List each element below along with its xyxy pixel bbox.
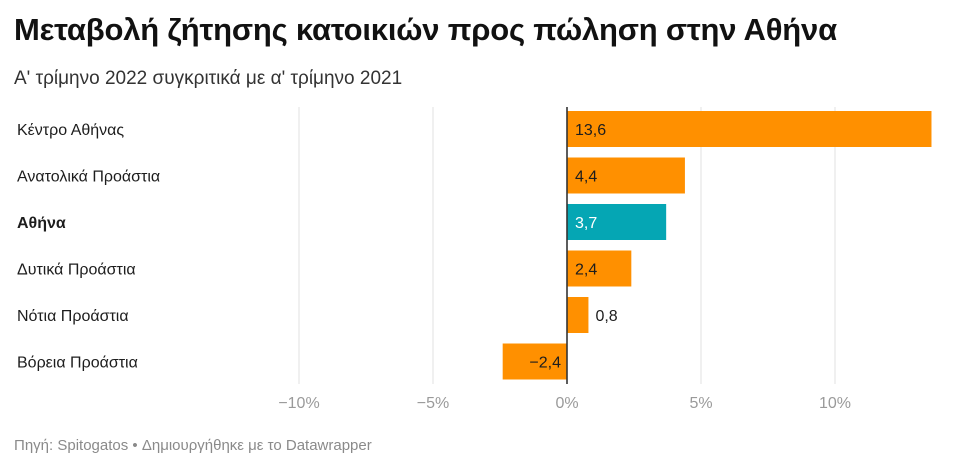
bar xyxy=(567,204,667,240)
bar xyxy=(567,297,589,333)
category-label: Δυτικά Προάστια xyxy=(17,262,136,279)
bars xyxy=(502,111,932,380)
category-label: Αθήνα xyxy=(17,215,66,232)
gridlines xyxy=(298,107,836,384)
x-tick-label: −10% xyxy=(278,395,319,412)
footer-separator: • xyxy=(128,437,142,454)
category-label: Βόρεια Προάστια xyxy=(17,355,138,372)
chart-subtitle: Α' τρίμηνο 2022 συγκριτικά με α' τρίμηνο… xyxy=(14,68,403,89)
category-label: Κέντρο Αθήνας xyxy=(17,122,124,139)
x-axis-tick-labels: −10% −5% 0% 5% 10% xyxy=(278,395,851,412)
chart-title: Μεταβολή ζήτησης κατοικιών προς πώληση σ… xyxy=(14,12,837,47)
x-tick-label: −5% xyxy=(417,395,449,412)
chart-footer: Πηγή: Spitogatos • Δημιουργήθηκε με το D… xyxy=(14,437,372,454)
x-tick-label: 5% xyxy=(689,395,712,412)
x-tick-label: 10% xyxy=(819,395,851,412)
value-label: 0,8 xyxy=(595,308,617,325)
value-labels: 13,6 4,4 3,7 2,4 0,8 −2,4 xyxy=(529,122,617,372)
value-label: 13,6 xyxy=(575,122,606,139)
x-tick-label: 0% xyxy=(555,395,578,412)
bar xyxy=(502,343,567,380)
category-labels: Κέντρο Αθήνας Ανατολικά Προάστια Αθήνα Δυτι… xyxy=(17,122,160,372)
made-with-credit: Δημιουργήθηκε με το Datawrapper xyxy=(141,437,372,454)
value-label: 2,4 xyxy=(575,262,597,279)
category-label: Νότια Προάστια xyxy=(17,308,129,325)
bar xyxy=(567,250,632,287)
source-credit: Πηγή: Spitogatos xyxy=(14,437,129,454)
bar xyxy=(567,111,932,147)
value-label: 4,4 xyxy=(575,169,597,186)
bar xyxy=(567,157,685,194)
category-label: Ανατολικά Προάστια xyxy=(17,169,160,186)
value-label: 3,7 xyxy=(575,215,597,232)
value-label: −2,4 xyxy=(529,355,561,372)
